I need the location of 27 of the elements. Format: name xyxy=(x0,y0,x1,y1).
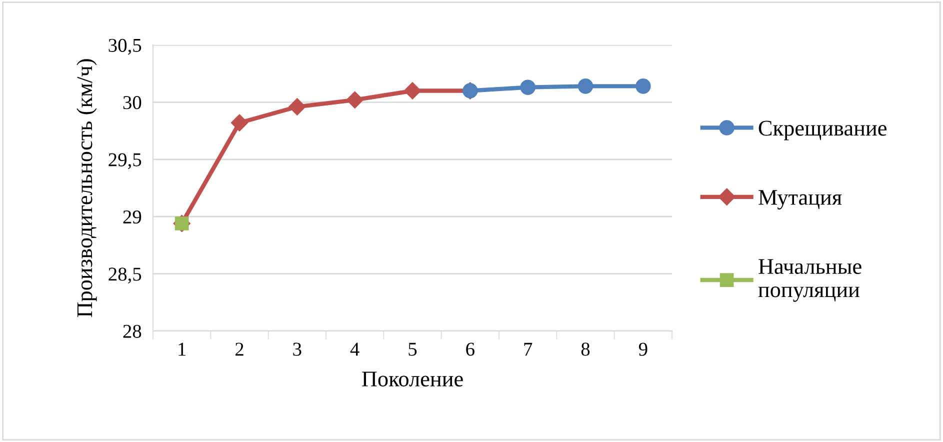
x-tick-label: 2 xyxy=(235,342,244,356)
x-tick-label: 9 xyxy=(638,342,648,356)
point xyxy=(288,98,306,116)
y-axis-title: Производительность (км/ч) xyxy=(76,59,97,318)
point xyxy=(578,78,594,94)
x-tick-label: 7 xyxy=(524,342,532,356)
point xyxy=(636,78,651,94)
x-tick-label: 1 xyxy=(178,342,186,356)
point xyxy=(230,114,248,132)
x-tick-label: 4 xyxy=(350,342,360,356)
point xyxy=(346,91,364,108)
legend-label: Начальные популяции xyxy=(758,259,862,302)
legend-label: Мутация xyxy=(758,190,842,210)
legend-label: Скрещивание xyxy=(758,120,886,140)
point xyxy=(404,82,422,100)
y-tick-label: 29 xyxy=(123,210,142,224)
point xyxy=(520,80,536,95)
x-tick-label: 5 xyxy=(408,342,417,356)
x-tick-label: 8 xyxy=(581,342,590,356)
y-tick-label: 28,5 xyxy=(108,268,142,284)
x-tick-label: 3 xyxy=(293,342,302,356)
x-axis-title: Поколение xyxy=(362,372,463,386)
x-tick-label: 6 xyxy=(466,342,474,356)
y-tick-label: 30,5 xyxy=(108,38,142,55)
y-tick-label: 28 xyxy=(123,324,142,338)
y-tick-label: 30 xyxy=(123,96,142,110)
y-tick-label: 29,5 xyxy=(108,153,142,170)
